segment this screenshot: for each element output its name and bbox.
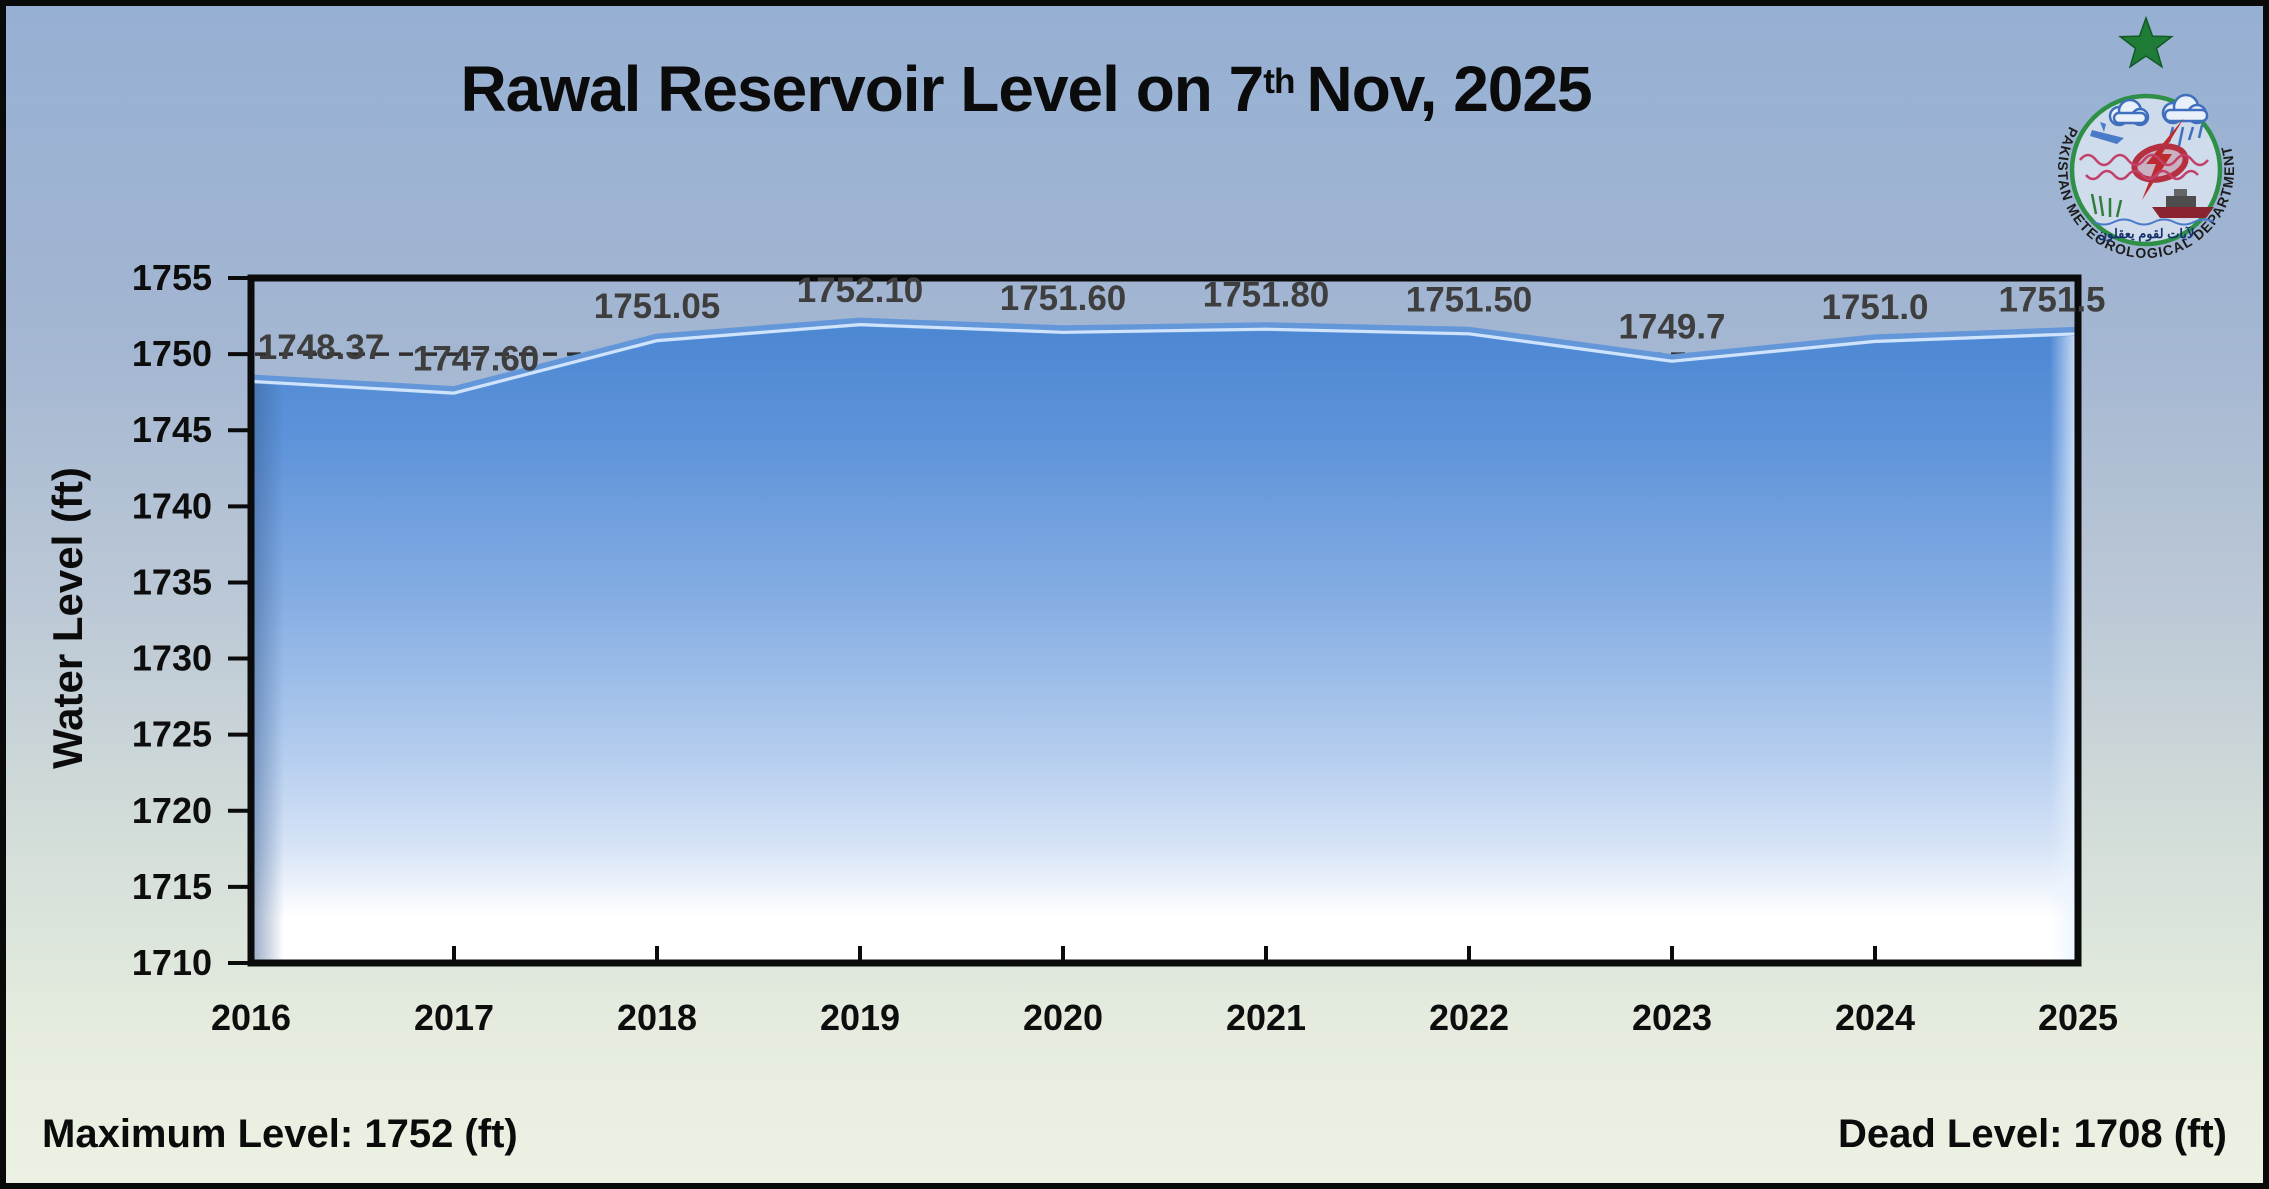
cloud-icon bbox=[2108, 98, 2150, 127]
y-axis-title: Water Level (ft) bbox=[44, 467, 91, 769]
x-tick-label: 2019 bbox=[820, 997, 900, 1038]
point-labels-group: 1748.37 1747.60 1751.05 1752.10 1751.60 1751.… bbox=[258, 271, 2106, 379]
x-tick-label: 2018 bbox=[617, 997, 697, 1038]
x-tick-label: 2020 bbox=[1023, 997, 1103, 1038]
area-group bbox=[250, 317, 2079, 964]
area-right-bevel bbox=[2050, 322, 2078, 963]
point-label: 1751.50 bbox=[1406, 280, 1533, 319]
y-tick-label: 1745 bbox=[132, 409, 212, 450]
point-label: 1749.7 bbox=[1618, 308, 1725, 347]
ship-icon bbox=[2152, 189, 2214, 218]
red-swirl bbox=[2131, 143, 2189, 183]
plane-icon bbox=[2090, 130, 2124, 144]
point-label: 1752.10 bbox=[797, 271, 924, 310]
axes-group: 1755 1750 1745 1740 1735 1730 1725 1720 1715 1710… bbox=[132, 257, 2118, 1038]
wave-line bbox=[2085, 169, 2199, 181]
y-tick-label: 1720 bbox=[132, 790, 212, 831]
wave-line bbox=[2079, 153, 2209, 167]
pmd-logo: PAKISTAN METEOROLOGICAL DEPARTMENT bbox=[2055, 15, 2236, 261]
logo-arabic-text: لآيات لقوم يعقلون bbox=[2098, 226, 2195, 242]
title-suffix: Nov, 2025 bbox=[1306, 53, 1592, 125]
grass-icon bbox=[2090, 193, 2123, 218]
y-tick-label: 1715 bbox=[132, 866, 212, 907]
y-tick-label: 1740 bbox=[132, 485, 212, 526]
x-tick-label: 2021 bbox=[1226, 997, 1306, 1038]
point-label: 1748.37 bbox=[258, 328, 385, 367]
point-label: 1751.60 bbox=[1000, 279, 1127, 318]
y-tick-label: 1710 bbox=[132, 942, 212, 983]
y-tick-label: 1735 bbox=[132, 561, 212, 602]
point-label: 1751.05 bbox=[594, 287, 721, 326]
x-tick-label: 2025 bbox=[2038, 997, 2118, 1038]
y-tick-label: 1755 bbox=[132, 257, 212, 298]
max-level-label: Maximum Level: 1752 (ft) bbox=[42, 1112, 518, 1156]
x-tick-label: 2017 bbox=[414, 997, 494, 1038]
x-tick-label: 2016 bbox=[211, 997, 291, 1038]
x-tick-label: 2022 bbox=[1429, 997, 1509, 1038]
water-surface-line bbox=[250, 317, 2079, 396]
point-label: 1751.5 bbox=[1998, 280, 2105, 319]
y-tick-label: 1725 bbox=[132, 714, 212, 755]
water-level-area bbox=[251, 322, 2078, 964]
point-label: 1751.0 bbox=[1821, 288, 1928, 327]
reservoir-level-chart: 1755 1750 1745 1740 1735 1730 1725 1720 1715 1710… bbox=[132, 257, 2118, 1038]
point-label: 1747.60 bbox=[413, 340, 540, 379]
title-text: Rawal Reservoir Level on 7 bbox=[460, 53, 1264, 125]
point-label: 1751.80 bbox=[1203, 276, 1330, 315]
logo-art: لآيات لقوم يعقلون bbox=[2079, 93, 2215, 242]
title-superscript: th bbox=[1263, 62, 1295, 102]
page-title: Rawal Reservoir Level on 7th Nov, 2025 bbox=[6, 52, 2046, 126]
water-surface-highlight bbox=[250, 323, 2079, 395]
dead-level-label: Dead Level: 1708 (ft) bbox=[1837, 1112, 2227, 1156]
waterline bbox=[2093, 218, 2215, 226]
cloud-icon bbox=[2161, 93, 2209, 125]
logo-star-icon bbox=[2118, 15, 2174, 69]
area-left-bevel bbox=[251, 322, 284, 963]
x-tick-label: 2023 bbox=[1632, 997, 1712, 1038]
x-tick-label: 2024 bbox=[1835, 997, 1915, 1038]
y-tick-label: 1750 bbox=[132, 333, 212, 374]
y-tick-label: 1730 bbox=[132, 638, 212, 679]
plot-border bbox=[247, 274, 2082, 967]
